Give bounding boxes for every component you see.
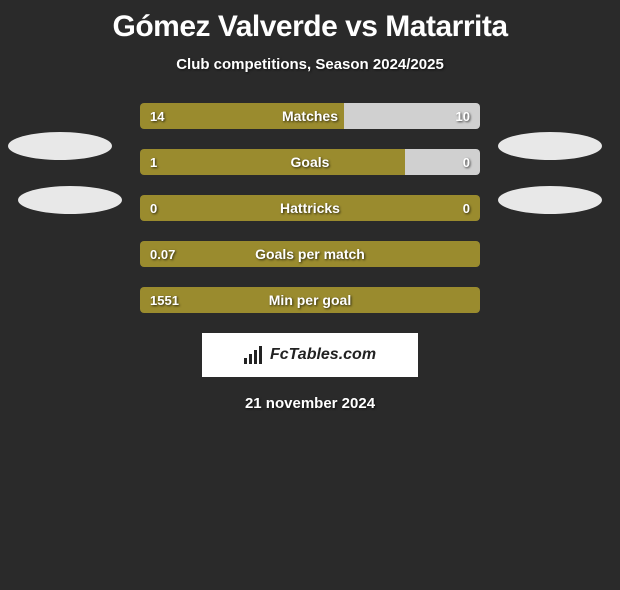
player-ellipse <box>498 132 602 160</box>
left-bar <box>140 149 405 175</box>
left-bar <box>140 287 480 313</box>
left-value: 14 <box>150 103 164 129</box>
brand-badge: FcTables.com <box>202 333 418 377</box>
stat-row: 10Goals <box>140 149 480 175</box>
left-bar <box>140 103 344 129</box>
stat-row: 0.07Goals per match <box>140 241 480 267</box>
left-bar <box>140 195 480 221</box>
bars-icon <box>244 346 264 364</box>
left-value: 0 <box>150 195 157 221</box>
stat-row: 00Hattricks <box>140 195 480 221</box>
date-label: 21 november 2024 <box>0 395 620 412</box>
stat-row: 1410Matches <box>140 103 480 129</box>
left-value: 1551 <box>150 287 179 313</box>
left-value: 0.07 <box>150 241 175 267</box>
left-bar <box>140 241 480 267</box>
right-value: 0 <box>463 195 470 221</box>
player-ellipse <box>18 186 122 214</box>
player-ellipse <box>8 132 112 160</box>
right-value: 10 <box>456 103 470 129</box>
left-value: 1 <box>150 149 157 175</box>
brand-text: FcTables.com <box>270 346 376 364</box>
stat-row: 1551Min per goal <box>140 287 480 313</box>
subtitle: Club competitions, Season 2024/2025 <box>0 56 620 73</box>
page-title: Gómez Valverde vs Matarrita <box>0 10 620 44</box>
player-ellipse <box>498 186 602 214</box>
right-value: 0 <box>463 149 470 175</box>
